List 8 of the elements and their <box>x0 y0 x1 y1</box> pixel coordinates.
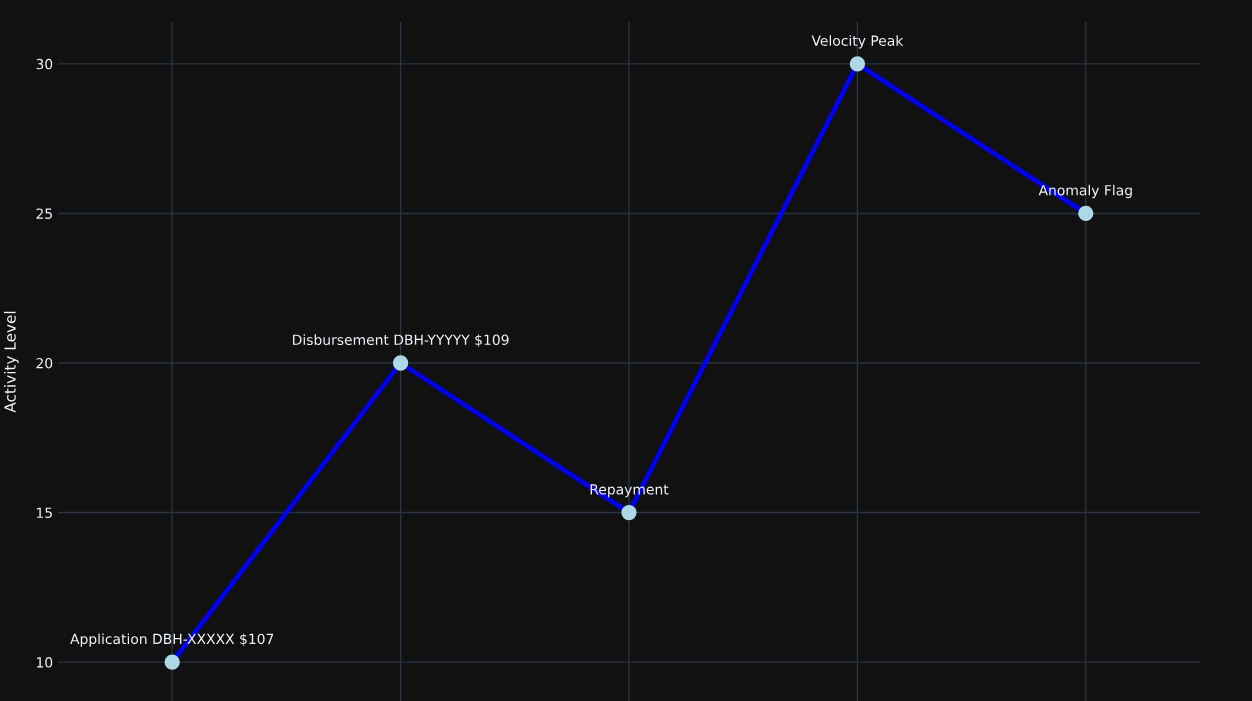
y-tick-label: 20 <box>36 357 53 369</box>
y-tick-label: 30 <box>36 58 53 70</box>
y-tick-label: 25 <box>36 208 52 219</box>
y-tick-label: 10 <box>36 657 53 668</box>
annotation: Disbursement DBH-YYYYY $109 <box>293 334 509 347</box>
y-axis-title: Activity Level <box>4 311 19 413</box>
annotation: Velocity Peak <box>811 35 904 49</box>
y-tick-label: 15 <box>36 507 52 519</box>
